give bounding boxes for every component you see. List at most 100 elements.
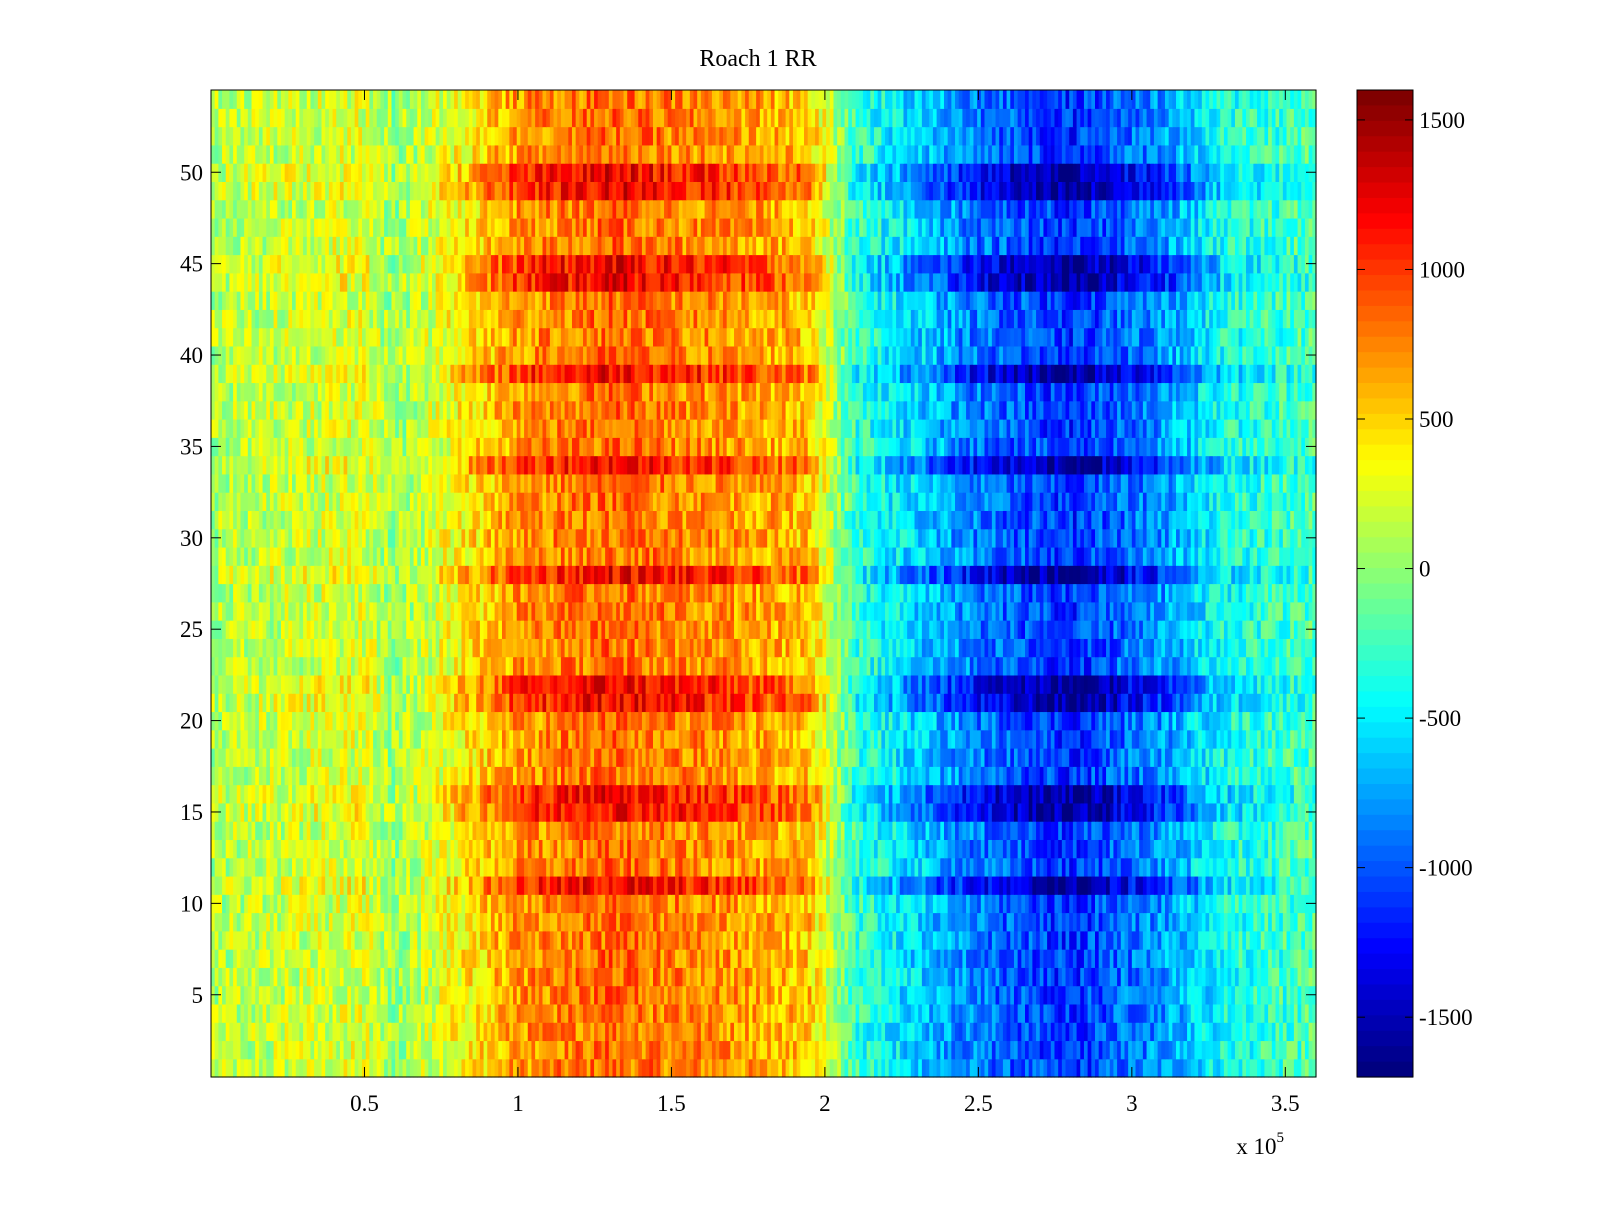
heatmap-cell [936, 967, 941, 987]
heatmap-cell [299, 802, 304, 822]
heatmap-cell [461, 857, 466, 877]
heatmap-cell [310, 930, 315, 950]
heatmap-cell [1172, 875, 1177, 895]
heatmap-cell [490, 949, 496, 968]
heatmap-cell [896, 912, 901, 932]
heatmap-cell [513, 967, 518, 987]
heatmap-cell [693, 821, 698, 840]
heatmap-cell [899, 930, 905, 950]
heatmap-cell [494, 967, 499, 987]
heatmap-cell [918, 1058, 923, 1078]
heatmap-cell [896, 1058, 901, 1078]
heatmap-cell [977, 985, 982, 1005]
heatmap-cell [697, 1058, 702, 1078]
heatmap-cell [461, 912, 466, 932]
heatmap-cell [660, 802, 665, 822]
heatmap-cell [579, 894, 584, 914]
heatmap-cell [568, 985, 573, 1005]
heatmap-cell [675, 1040, 680, 1060]
heatmap-cell [862, 1022, 868, 1042]
heatmap-cell [807, 766, 812, 786]
heatmap-cell [741, 821, 746, 840]
heatmap-cell [866, 1040, 871, 1060]
heatmap-cell [1253, 1058, 1258, 1078]
heatmap-cell [214, 1058, 219, 1078]
heatmap-cell [549, 766, 555, 786]
heatmap-cell [1069, 875, 1074, 895]
heatmap-cell [560, 839, 566, 859]
heatmap-cell [726, 1058, 731, 1078]
heatmap-cell [726, 766, 731, 786]
heatmap-cell [284, 985, 289, 1005]
heatmap-cell [1301, 1003, 1306, 1023]
heatmap-cell [317, 949, 323, 968]
heatmap-cell [918, 1022, 923, 1042]
heatmap-cell [955, 967, 960, 987]
heatmap-cell [505, 1022, 510, 1042]
heatmap-cell [899, 1040, 905, 1060]
heatmap-cell [513, 930, 518, 950]
heatmap-cell [903, 912, 908, 932]
heatmap-cell [1161, 821, 1166, 840]
heatmap-cell [354, 802, 359, 822]
heatmap-cell [542, 821, 547, 840]
heatmap-cell [958, 1003, 963, 1023]
heatmap-cell [483, 1040, 488, 1060]
heatmap-cell [321, 857, 326, 877]
heatmap-cell [402, 802, 407, 822]
heatmap-cell [310, 766, 315, 786]
heatmap-cell [247, 949, 253, 968]
heatmap-cell [211, 784, 216, 804]
heatmap-cell [531, 912, 536, 932]
heatmap-cell [1187, 912, 1192, 932]
heatmap-cell [538, 1040, 544, 1060]
heatmap-cell [269, 875, 275, 895]
heatmap-cell [984, 894, 989, 914]
heatmap-cell [770, 985, 776, 1005]
heatmap-cell [859, 1040, 864, 1060]
heatmap-cell [958, 894, 963, 914]
heatmap-cell [244, 802, 249, 822]
heatmap-cell [1201, 1040, 1207, 1060]
heatmap-cell [789, 802, 794, 822]
heatmap-cell [1209, 912, 1214, 932]
heatmap-cell [711, 839, 717, 859]
heatmap-cell [1268, 1022, 1273, 1042]
heatmap-cell [969, 985, 975, 1005]
heatmap-cell [557, 985, 562, 1005]
heatmap-cell [465, 1003, 470, 1023]
heatmap-cell [601, 949, 606, 968]
heatmap-cell [1168, 1058, 1173, 1078]
heatmap-cell [516, 875, 521, 895]
heatmap-cell [1301, 839, 1306, 859]
heatmap-cell [347, 766, 352, 786]
heatmap-cell [284, 894, 289, 914]
heatmap-cell [354, 930, 359, 950]
heatmap-cell [800, 1022, 805, 1042]
heatmap-cell [1080, 930, 1085, 950]
heatmap-cell [1260, 784, 1266, 804]
heatmap-cell [840, 1003, 846, 1023]
heatmap-cell [1080, 949, 1085, 968]
heatmap-cell [877, 967, 882, 987]
heatmap-cell [1179, 875, 1184, 895]
heatmap-cell [925, 967, 930, 987]
heatmap-cell [527, 967, 533, 987]
heatmap-cell [1083, 1022, 1089, 1042]
heatmap-cell [896, 857, 901, 877]
heatmap-cell [1179, 802, 1184, 822]
heatmap-cell [1183, 985, 1188, 1005]
heatmap-cell [999, 967, 1004, 987]
heatmap-cell [586, 1022, 591, 1042]
heatmap-cell [255, 1022, 260, 1042]
heatmap-cell [616, 930, 621, 950]
heatmap-cell [1212, 894, 1218, 914]
heatmap-cell [995, 857, 1000, 877]
heatmap-cell [494, 821, 499, 840]
heatmap-cell [542, 1022, 547, 1042]
heatmap-cell [1113, 949, 1118, 968]
heatmap-cell [899, 1058, 905, 1078]
heatmap-cell [292, 912, 297, 932]
heatmap-cell [428, 784, 433, 804]
heatmap-cell [406, 1040, 411, 1060]
